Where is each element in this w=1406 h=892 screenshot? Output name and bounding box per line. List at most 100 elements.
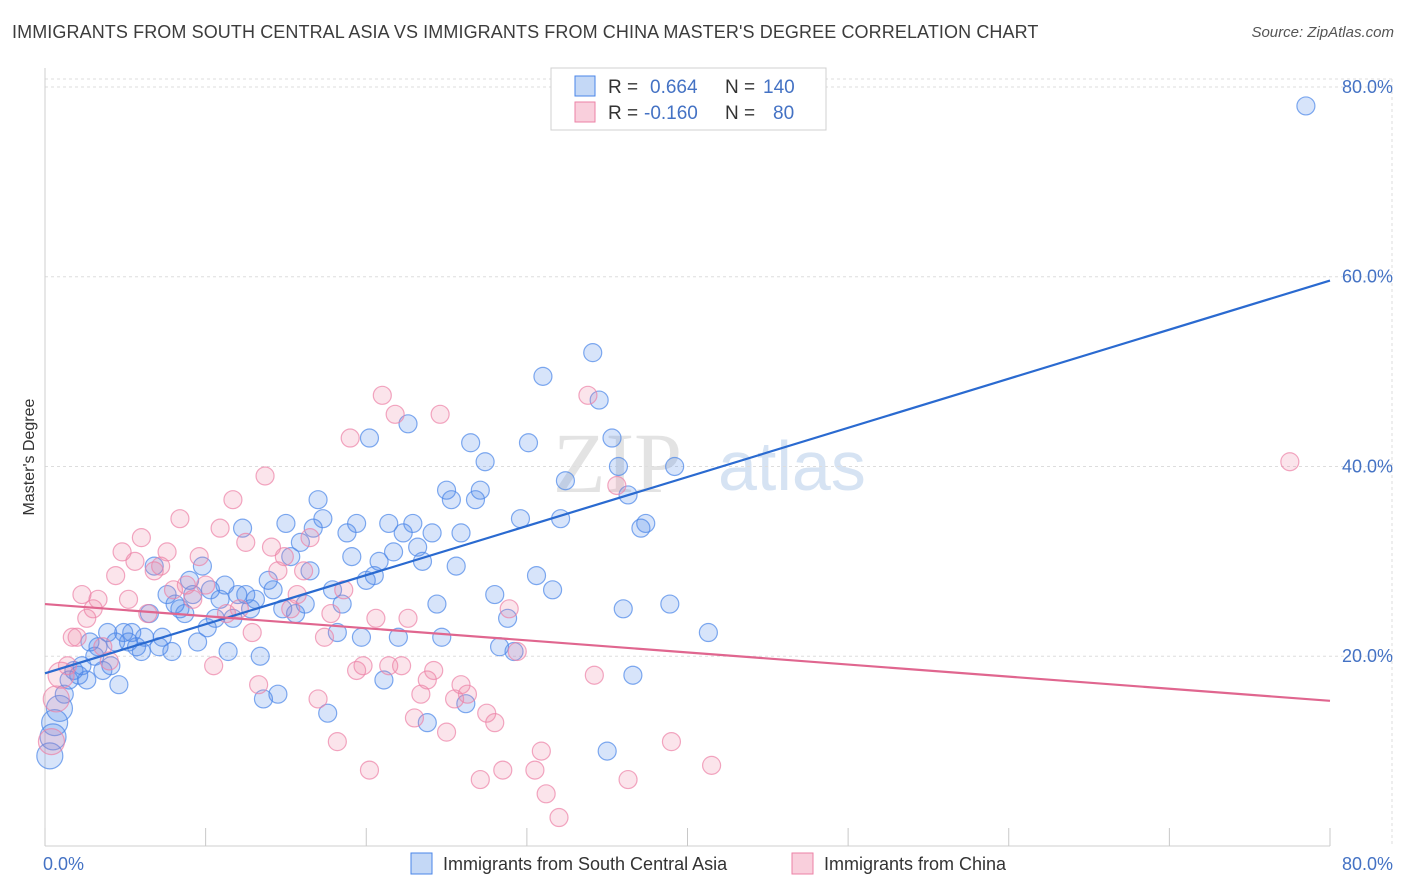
point-china — [242, 622, 262, 643]
point-china — [47, 661, 75, 689]
point-south-central-asia — [427, 594, 447, 614]
point-china — [281, 599, 301, 619]
stats-r-label-2: R = — [608, 103, 638, 124]
point-china — [77, 608, 97, 628]
stats-legend: R = 0.664 N = 140 R = -0.160 N = 80 — [550, 67, 827, 131]
point-china — [204, 656, 224, 676]
point-china — [170, 509, 190, 529]
y-tick-label: 40.0% — [1342, 456, 1393, 476]
point-china — [359, 760, 380, 780]
point-china — [457, 684, 478, 704]
trend-line-china — [44, 602, 1331, 702]
point-china — [176, 575, 196, 595]
chart-source: Source: ZipAtlas.com — [1251, 24, 1394, 41]
point-china — [340, 428, 360, 448]
point-china — [67, 627, 87, 647]
point-south-central-asia — [268, 684, 288, 704]
point-south-central-asia — [77, 670, 97, 690]
point-south-central-asia — [322, 580, 343, 600]
point-south-central-asia — [187, 632, 208, 652]
scatter-points — [36, 96, 1316, 828]
point-china — [327, 732, 347, 752]
point-china — [536, 784, 556, 804]
point-south-central-asia — [144, 556, 164, 576]
y-tick-label: 20.0% — [1342, 646, 1393, 666]
point-china — [62, 627, 82, 647]
chart-title: IMMIGRANTS FROM SOUTH CENTRAL ASIA VS IM… — [12, 22, 1039, 42]
y-tick-label: 60.0% — [1342, 267, 1393, 287]
point-south-central-asia — [1296, 96, 1316, 116]
point-south-central-asia — [526, 565, 547, 586]
point-china — [436, 722, 457, 742]
stats-r-label-1: R = — [608, 77, 638, 98]
point-south-central-asia — [470, 480, 490, 500]
x-tick-marks — [44, 828, 1331, 846]
y-tick-labels: 20.0% 40.0% 60.0% 80.0% — [1342, 77, 1393, 666]
point-south-central-asia — [461, 433, 481, 453]
point-south-central-asia — [498, 608, 518, 628]
y-axis-label: Master's Degree — [21, 398, 38, 515]
point-china — [385, 404, 405, 424]
point-south-central-asia — [485, 584, 505, 605]
point-south-central-asia — [602, 428, 622, 448]
point-china — [661, 732, 682, 752]
point-china — [430, 404, 450, 424]
point-south-central-asia — [218, 641, 238, 662]
point-china — [236, 532, 256, 552]
point-china — [499, 599, 519, 619]
point-south-central-asia — [403, 513, 423, 534]
point-china — [314, 627, 335, 647]
point-china — [404, 708, 425, 728]
point-china — [411, 684, 431, 704]
point-south-central-asia — [162, 641, 182, 662]
point-south-central-asia — [228, 584, 248, 605]
point-china — [549, 807, 569, 828]
point-china — [366, 608, 386, 628]
point-china — [607, 475, 627, 496]
point-china — [308, 689, 328, 709]
stats-n-value-1: 140 — [763, 77, 795, 98]
point-china — [118, 589, 139, 609]
point-china — [493, 760, 513, 780]
point-south-central-asia — [623, 665, 643, 685]
point-south-central-asia — [665, 456, 685, 477]
point-china — [151, 556, 171, 576]
point-south-central-asia — [475, 452, 495, 472]
point-china — [112, 542, 132, 562]
point-china — [189, 547, 209, 567]
point-china — [444, 689, 465, 709]
point-south-central-asia — [636, 513, 656, 534]
point-china — [451, 675, 471, 695]
point-south-central-asia — [332, 594, 352, 614]
point-china — [353, 656, 373, 676]
point-south-central-asia — [109, 675, 129, 695]
trend-lines — [44, 279, 1331, 702]
point-south-central-asia — [451, 523, 471, 543]
point-south-central-asia — [276, 513, 296, 534]
point-south-central-asia — [383, 542, 404, 562]
point-china — [507, 641, 527, 662]
point-south-central-asia — [518, 433, 539, 453]
point-china — [99, 651, 119, 671]
point-south-central-asia — [613, 599, 633, 619]
point-south-central-asia — [131, 641, 151, 662]
point-china — [261, 537, 282, 557]
x-tick-label: 80.0% — [1342, 854, 1393, 874]
point-china — [294, 561, 314, 581]
point-south-central-asia — [88, 637, 108, 657]
stats-n-label-1: N = — [725, 77, 755, 98]
stats-r-value-2: -0.160 — [644, 103, 698, 124]
point-china — [125, 551, 145, 571]
stats-swatch-south-central-asia — [574, 75, 596, 97]
point-china — [196, 575, 216, 595]
point-china — [701, 755, 722, 775]
point-south-central-asia — [597, 741, 617, 761]
point-south-central-asia — [422, 523, 442, 543]
point-china — [470, 769, 490, 790]
x-tick-labels: 0.0% 80.0% — [43, 854, 1393, 874]
point-china — [578, 385, 598, 405]
bottom-legend: Immigrants from South Central Asia Immig… — [410, 852, 1007, 875]
point-china — [138, 603, 158, 624]
point-china — [131, 528, 151, 548]
